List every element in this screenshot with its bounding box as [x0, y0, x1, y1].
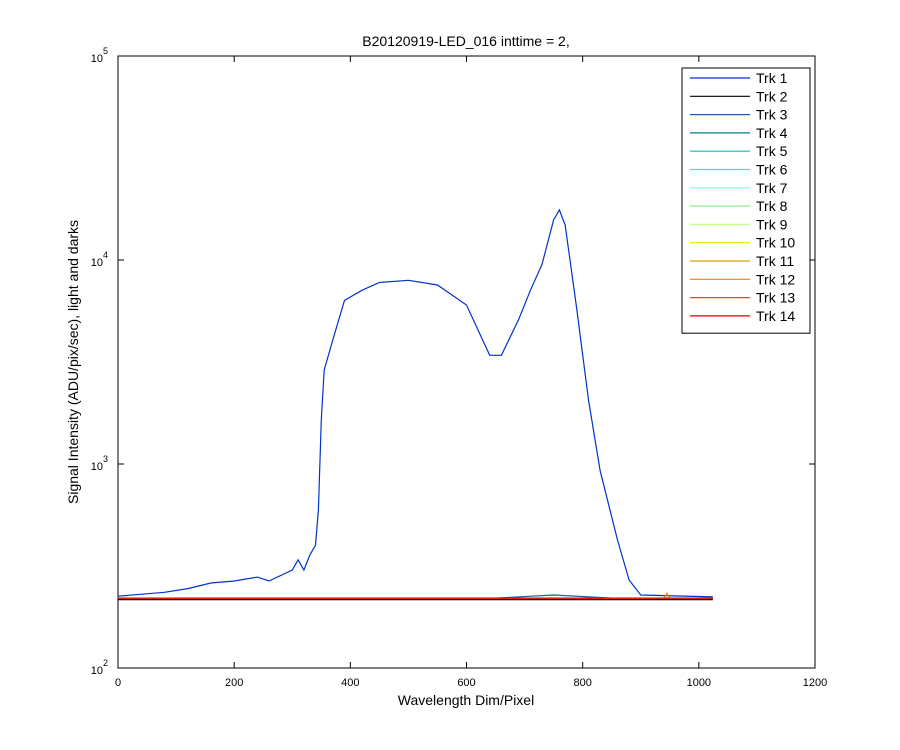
- legend-label: Trk 4: [756, 125, 788, 141]
- y-tick-exponent: 2: [103, 658, 108, 668]
- y-tick-base: 10: [91, 665, 103, 677]
- x-axis-label: Wavelength Dim/Pixel: [398, 692, 534, 708]
- y-tick-label: 104: [91, 250, 108, 269]
- series-line: [117, 208, 713, 598]
- y-tick-label: 103: [91, 454, 108, 473]
- legend-label: Trk 11: [756, 253, 794, 269]
- y-tick-exponent: 3: [103, 454, 108, 464]
- y-tick-base: 10: [91, 461, 103, 473]
- y-axis-label: Signal Intensity (ADU/pix/sec), light an…: [65, 220, 81, 504]
- x-tick-label: 1000: [687, 677, 711, 689]
- chart-title: B20120919-LED_016 inttime = 2,: [362, 33, 569, 49]
- x-tick-label: 0: [115, 677, 121, 689]
- legend-label: Trk 1: [756, 70, 788, 86]
- legend-label: Trk 12: [756, 271, 795, 287]
- legend-label: Trk 5: [756, 143, 788, 159]
- y-tick-base: 10: [91, 257, 103, 269]
- legend-box: [681, 67, 811, 334]
- x-tick-label: 800: [573, 677, 591, 689]
- y-tick-base: 10: [91, 53, 103, 65]
- legend-label: Trk 7: [756, 180, 788, 196]
- legend-label: Trk 2: [756, 88, 788, 104]
- legend-label: Trk 14: [756, 308, 795, 324]
- x-tick-label: 400: [341, 677, 359, 689]
- legend-label: Trk 3: [756, 107, 788, 123]
- legend-label: Trk 13: [756, 290, 795, 306]
- legend-label: Trk 8: [756, 198, 788, 214]
- legend-label: Trk 9: [756, 216, 788, 232]
- x-tick-label: 600: [457, 677, 475, 689]
- x-tick-label: 1200: [803, 677, 827, 689]
- x-tick-label: 200: [225, 677, 243, 689]
- y-tick-label: 105: [91, 46, 108, 65]
- y-tick-exponent: 5: [103, 46, 108, 56]
- legend-label: Trk 6: [756, 162, 788, 178]
- y-tick-label: 102: [91, 658, 108, 677]
- legend-label: Trk 10: [756, 235, 795, 251]
- y-tick-exponent: 4: [103, 250, 108, 260]
